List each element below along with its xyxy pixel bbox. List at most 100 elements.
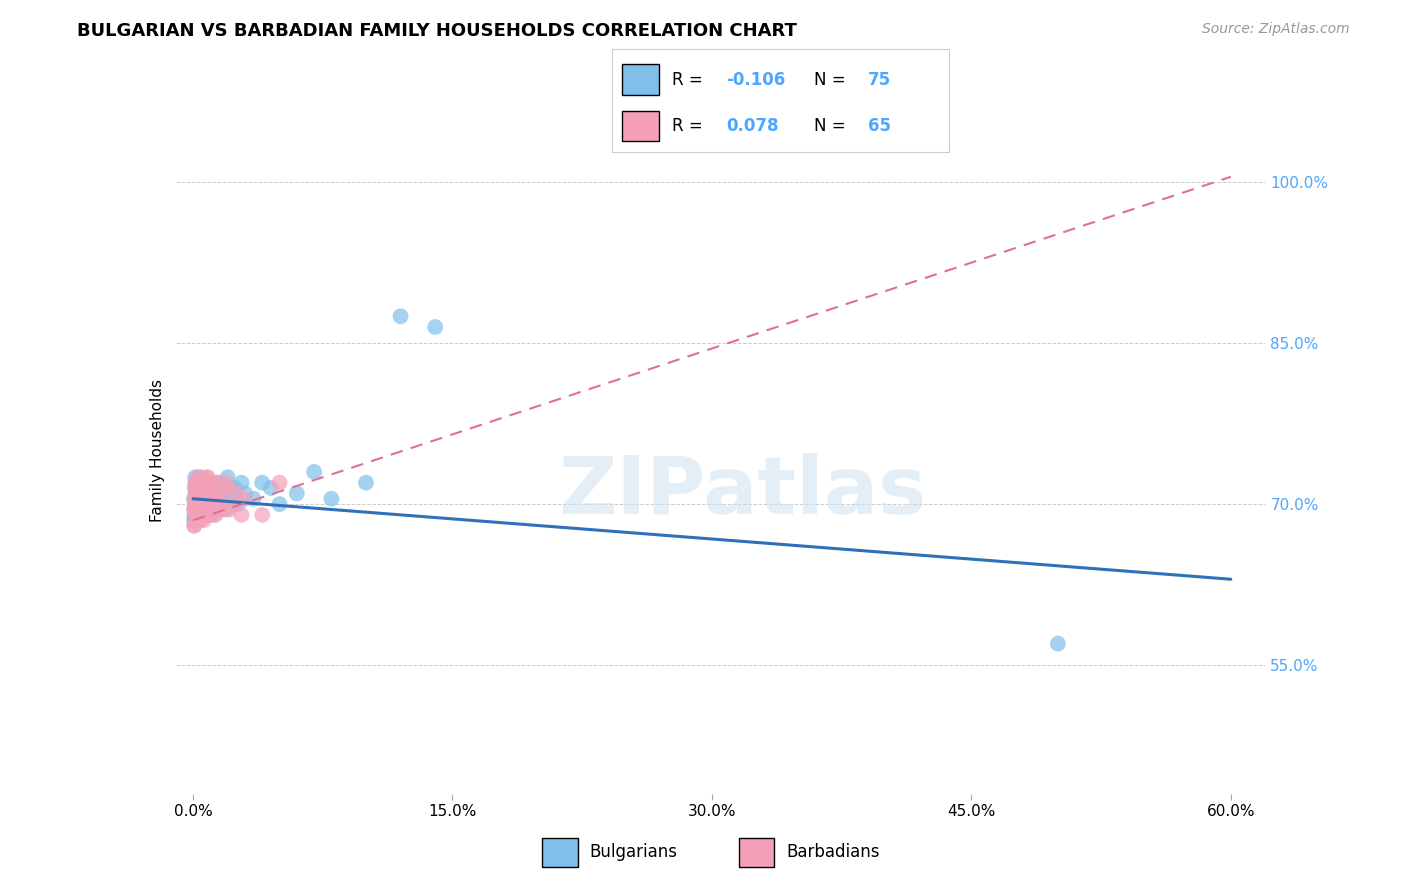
Point [191,497,214,511]
Point [186,481,208,495]
Point [211,497,233,511]
Point [184,502,207,516]
Point [183,518,205,533]
Point [186,508,208,522]
Point [188,502,211,516]
Point [186,475,208,490]
Point [188,513,211,527]
Point [197,502,219,516]
Point [190,502,212,516]
Point [184,475,207,490]
Point [212,486,235,500]
Point [186,497,208,511]
Y-axis label: Family Households: Family Households [149,379,165,522]
Point [187,508,209,522]
Point [191,497,214,511]
Point [186,491,208,506]
Point [194,502,217,516]
Point [201,475,224,490]
Point [204,508,226,522]
Point [183,513,205,527]
Point [269,497,291,511]
Text: Bulgarians: Bulgarians [589,843,678,861]
Text: Barbadians: Barbadians [786,843,880,861]
Point [200,481,222,495]
Point [191,491,214,506]
Point [187,491,209,506]
Point [188,481,211,495]
Point [201,502,224,516]
Point [204,502,226,516]
Point [186,491,208,506]
Point [187,497,209,511]
Point [194,508,217,522]
Point [354,475,377,490]
Point [193,491,215,506]
Point [184,508,207,522]
Text: ZIPatlas: ZIPatlas [558,452,927,531]
Point [198,481,221,495]
Text: 65: 65 [868,117,891,135]
Point [188,497,211,511]
Point [184,486,207,500]
Point [183,502,205,516]
Point [198,486,221,500]
Point [269,475,291,490]
Point [188,491,211,506]
Point [197,497,219,511]
Point [224,481,246,495]
Point [187,475,209,490]
Point [219,491,242,506]
Point [193,502,215,516]
Point [190,481,212,495]
FancyBboxPatch shape [740,838,775,867]
Point [186,497,208,511]
Text: -0.106: -0.106 [727,70,786,89]
Point [233,491,256,506]
Point [197,497,219,511]
Point [183,508,205,522]
Point [186,513,208,527]
Point [193,513,215,527]
Point [285,486,308,500]
Point [242,491,264,506]
Point [215,475,238,490]
Text: BULGARIAN VS BARBADIAN FAMILY HOUSEHOLDS CORRELATION CHART: BULGARIAN VS BARBADIAN FAMILY HOUSEHOLDS… [77,22,797,40]
Point [187,513,209,527]
Point [198,508,221,522]
Point [183,502,205,516]
Point [197,497,219,511]
Text: Source: ZipAtlas.com: Source: ZipAtlas.com [1202,22,1350,37]
Point [187,470,209,484]
Point [217,481,239,495]
Point [187,502,209,516]
Point [222,497,245,511]
Point [188,497,211,511]
Point [204,491,226,506]
Point [200,497,222,511]
Point [208,491,231,506]
Point [198,486,221,500]
Point [186,486,208,500]
Point [205,475,228,490]
Point [252,475,274,490]
Point [321,491,343,506]
Point [302,465,325,479]
Point [195,508,218,522]
Point [195,502,218,516]
Point [207,475,229,490]
Point [193,475,215,490]
Point [195,481,218,495]
Point [217,470,239,484]
Point [186,491,208,506]
Point [389,310,412,324]
Point [184,481,207,495]
Point [202,508,225,522]
Point [197,470,219,484]
Point [425,320,447,334]
Point [188,475,211,490]
Point [187,497,209,511]
Text: R =: R = [672,70,709,89]
Point [226,497,249,511]
FancyBboxPatch shape [543,838,578,867]
